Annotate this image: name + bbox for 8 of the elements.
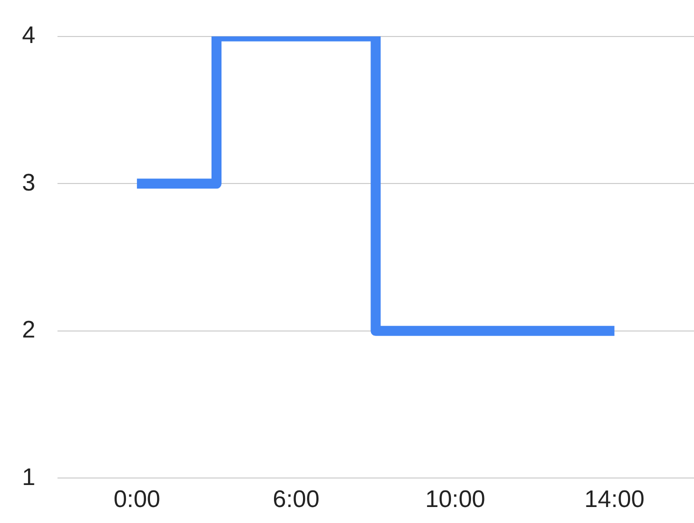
x-tick-label: 0:00 xyxy=(114,486,160,514)
y-tick-label: 1 xyxy=(22,464,36,491)
x-tick-label: 10:00 xyxy=(425,486,486,514)
y-tick-label: 3 xyxy=(22,169,36,196)
x-tick-label: 6:00 xyxy=(272,486,320,514)
y-tick-label: 2 xyxy=(22,316,36,344)
y-tick-label: 4 xyxy=(22,22,36,50)
x-tick-label: 14:00 xyxy=(584,486,644,514)
